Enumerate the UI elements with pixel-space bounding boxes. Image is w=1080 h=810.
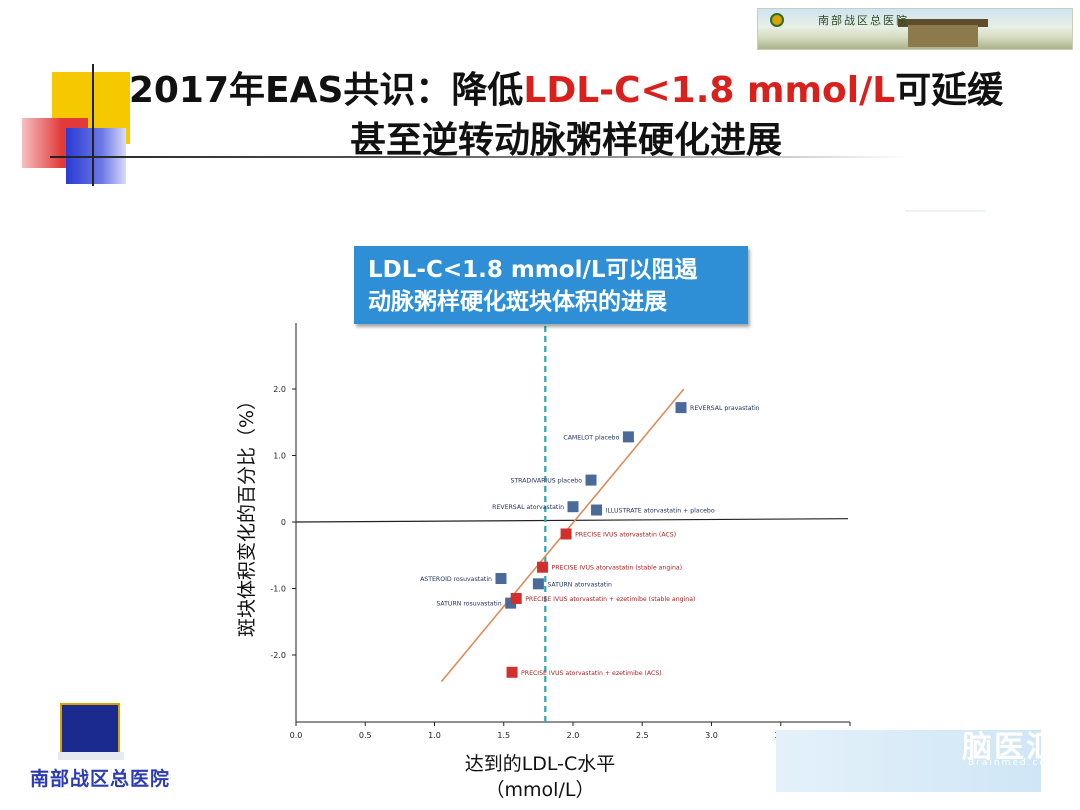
watermark-text: 脑医汇 [962, 730, 1058, 765]
x-axis-label-line2: （mmol/L） [485, 779, 595, 801]
hospital-logo-icon [60, 703, 120, 755]
x-tick-label: 1.5 [497, 731, 510, 740]
watermark-subtext: Brainmed.com [968, 758, 1058, 768]
data-point [622, 431, 634, 443]
x-tick-label: 1.0 [428, 731, 441, 740]
point-label: PRECISE IVUS atorvastatin + ezetimibe (s… [525, 596, 695, 603]
point-label: REVERSAL pravastatin [690, 405, 760, 412]
point-label: STRADIVARIUS placebo [510, 478, 582, 485]
title-line1-part1: 2017年EAS共识：降低 [128, 70, 524, 111]
x-tick-label: 2.0 [567, 731, 580, 740]
x-axis-label-line1: 达到的LDL-C水平 [464, 753, 616, 775]
hospital-emblem-icon [770, 13, 784, 27]
y-tick-label: 1.0 [273, 452, 286, 461]
data-point [591, 504, 603, 516]
banner-building [908, 25, 978, 47]
x-tick-label: 2.5 [636, 731, 649, 740]
y-tick-label: -2.0 [270, 651, 286, 660]
y-tick-label: -1.0 [270, 585, 286, 594]
data-point [510, 592, 522, 604]
data-point [585, 474, 597, 486]
logo-underline [58, 752, 124, 760]
point-label: PRECISE IVUS atorvastatin (ACS) [575, 531, 676, 538]
x-tick-label: 3.0 [705, 731, 718, 740]
x-tick-label: 0.5 [359, 731, 372, 740]
data-point [675, 402, 687, 414]
point-label: ASTEROID rosuvastatin [420, 576, 492, 583]
hospital-logo-text: 南部战区总医院 [30, 768, 171, 790]
callout-line1: LDL-C<1.8 mmol/L可以阻遏 [368, 257, 698, 283]
point-label: SATURN atorvastatin [547, 581, 612, 588]
point-label: ILLUSTRATE atorvastatin + placebo [606, 508, 715, 515]
decor-vertical-line [92, 64, 94, 186]
x-axis-label: 达到的LDL-C水平 （mmol/L） [420, 751, 660, 803]
point-label: CAMELOT placebo [563, 434, 619, 441]
decor-horizontal-line [50, 156, 910, 158]
banner-building-roof [898, 19, 988, 27]
data-point [506, 666, 518, 678]
hospital-banner: 南部战区总医院 [757, 8, 1073, 50]
point-label: REVERSAL atorvastatin [492, 504, 564, 511]
callout-line2: 动脉粥样硬化斑块体积的进展 [368, 289, 667, 315]
decor-faint-line [905, 210, 985, 212]
point-label: SATURN rosuvastatin [436, 601, 501, 608]
zero-baseline [295, 518, 849, 523]
point-label: PRECISE IVUS atorvastatin + ezetimibe (A… [521, 670, 662, 677]
data-point [495, 573, 507, 585]
callout-box: LDL-C<1.8 mmol/L可以阻遏 动脉粥样硬化斑块体积的进展 [354, 246, 748, 324]
y-axis-label: 斑块体积变化的百分比（%） [236, 390, 258, 638]
data-point [560, 528, 572, 540]
slide-title: 2017年EAS共识：降低LDL-C<1.8 mmol/L可延缓 甚至逆转动脉粥… [96, 66, 1036, 166]
data-point [567, 501, 579, 513]
y-tick-label: 2.0 [273, 385, 286, 394]
point-label: PRECISE IVUS atorvastatin (stable angina… [552, 565, 683, 572]
watermark-box [776, 730, 1041, 792]
x-tick-label: 0.0 [290, 731, 303, 740]
banner-hospital-name: 南部战区总医院 [818, 14, 909, 27]
title-line2: 甚至逆转动脉粥样硬化进展 [349, 120, 782, 161]
title-line1-part2: 可延缓 [895, 70, 1004, 111]
data-point [537, 561, 549, 573]
y-tick-label: 0 [281, 518, 286, 527]
data-point [505, 597, 517, 609]
title-line1-highlight: LDL-C<1.8 mmol/L [523, 70, 896, 111]
data-point [532, 578, 544, 590]
